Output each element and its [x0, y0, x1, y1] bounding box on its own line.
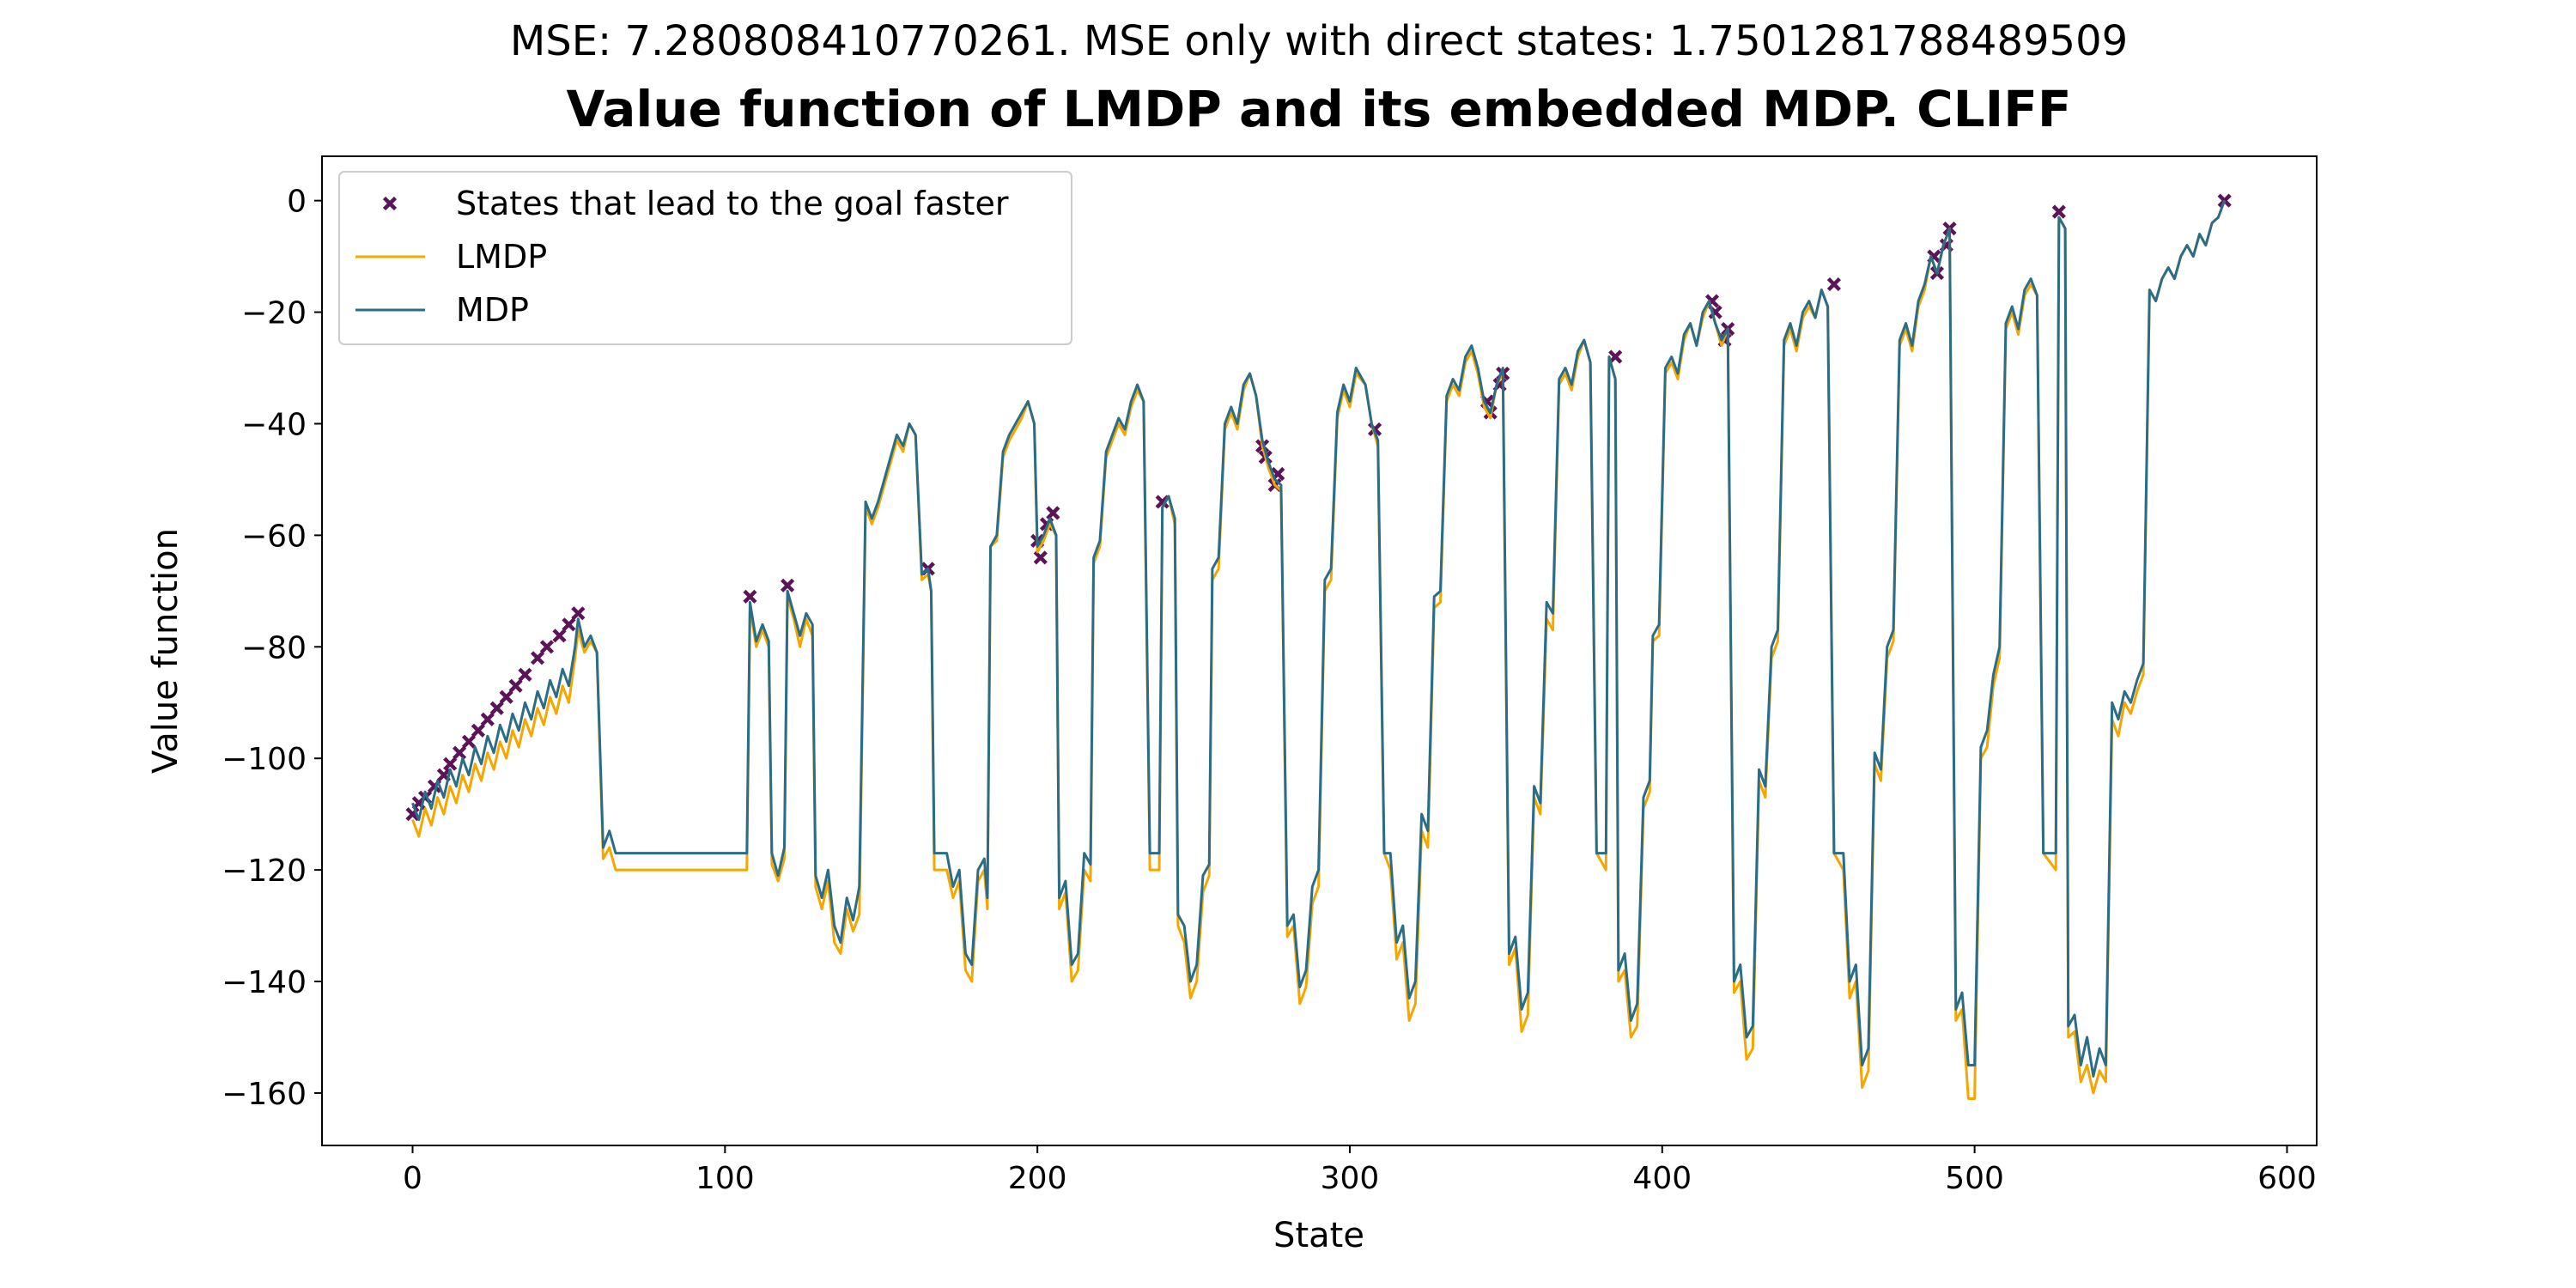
- y-tick-label: −100: [222, 742, 307, 777]
- y-tick-label: −140: [222, 965, 307, 1000]
- data-line: [411, 200, 2227, 1078]
- chart-title: Value function of LMDP and its embedded …: [567, 80, 2072, 138]
- scatter-point: [443, 756, 458, 771]
- x-tick-label: 600: [2257, 1161, 2317, 1196]
- scatter-point: [480, 712, 495, 726]
- scatter-point: [508, 678, 523, 693]
- y-tick-label: 0: [287, 185, 307, 220]
- chart-suptitle: MSE: 7.280808410770261. MSE only with di…: [510, 17, 2128, 65]
- y-tick-label: −80: [241, 630, 307, 665]
- legend-box: [338, 171, 1072, 345]
- legend-marker: [382, 196, 398, 211]
- scatter-point: [499, 690, 513, 704]
- scatter-point: [552, 629, 567, 643]
- scatter-point: [471, 723, 486, 738]
- x-tick-label: 100: [696, 1161, 755, 1196]
- x-tick-label: 0: [403, 1161, 422, 1196]
- scatter-point: [1046, 506, 1060, 520]
- x-tick-label: 400: [1632, 1161, 1692, 1196]
- scatter-point: [1826, 276, 1841, 292]
- scatter-point: [1155, 495, 1170, 509]
- scatter-point: [743, 589, 757, 604]
- x-tick-label: 200: [1008, 1161, 1067, 1196]
- legend-label: MDP: [456, 291, 529, 329]
- legend-label: LMDP: [456, 238, 547, 276]
- y-tick-label: −20: [241, 296, 307, 331]
- y-tick-label: −40: [241, 407, 307, 442]
- scatter-point: [518, 667, 532, 682]
- legend-label: States that lead to the goal faster: [456, 185, 1009, 222]
- scatter-point: [539, 640, 555, 654]
- x-tick-label: 500: [1945, 1161, 2004, 1196]
- scatter-point: [571, 606, 586, 621]
- x-tick-label: 300: [1321, 1161, 1380, 1196]
- scatter-point: [461, 734, 477, 749]
- scatter-point: [2051, 204, 2066, 219]
- y-axis-label: Value function: [146, 528, 185, 774]
- scatter-point: [452, 745, 467, 760]
- plot-frame: [321, 155, 2318, 1146]
- scatter-point: [1608, 349, 1623, 364]
- scatter-point: [530, 651, 545, 665]
- y-tick-label: −60: [241, 519, 307, 554]
- y-tick-label: −120: [222, 854, 307, 889]
- scatter-point: [562, 617, 576, 632]
- scatter-point: [489, 701, 504, 715]
- y-tick-label: −160: [222, 1077, 307, 1112]
- scatter-point: [1033, 550, 1048, 565]
- x-axis-label: State: [1273, 1216, 1364, 1255]
- scatter-point: [781, 578, 795, 592]
